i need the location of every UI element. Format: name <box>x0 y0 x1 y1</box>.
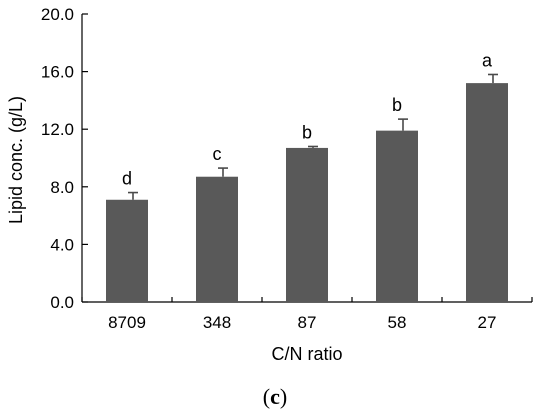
bar <box>196 176 238 302</box>
x-tick-label: 348 <box>203 313 231 332</box>
panel-label-letter: c <box>270 384 280 409</box>
y-tick-label: 0.0 <box>50 293 74 312</box>
significance-label: b <box>302 122 312 142</box>
x-tick-label: 8709 <box>108 313 146 332</box>
significance-label: c <box>213 144 222 164</box>
bar <box>286 147 328 302</box>
panel-label: (c) <box>263 384 287 409</box>
significance-label: b <box>392 95 402 115</box>
bar <box>106 199 148 302</box>
y-tick-label: 20.0 <box>41 5 74 24</box>
x-tick-label: 87 <box>298 313 317 332</box>
y-axis-title: Lipid conc. (g/L) <box>6 96 26 224</box>
y-tick-label: 4.0 <box>50 235 74 254</box>
bar <box>376 130 418 302</box>
y-tick-label: 8.0 <box>50 178 74 197</box>
panel-label-close: ) <box>280 384 287 409</box>
panel-label-open: ( <box>263 384 270 409</box>
bar <box>466 83 508 303</box>
y-tick-label: 12.0 <box>41 120 74 139</box>
x-tick-label: 27 <box>478 313 497 332</box>
significance-label: a <box>482 50 493 70</box>
significance-label: d <box>122 169 132 189</box>
plot-area: 0.0 4.0 8.0 12.0 16.0 20.0 d 8709 c 348 b 87 b 58 a 27 <box>41 5 533 332</box>
x-tick-label: 58 <box>388 313 407 332</box>
y-tick-label: 16.0 <box>41 63 74 82</box>
x-axis-title: C/N ratio <box>271 344 342 364</box>
